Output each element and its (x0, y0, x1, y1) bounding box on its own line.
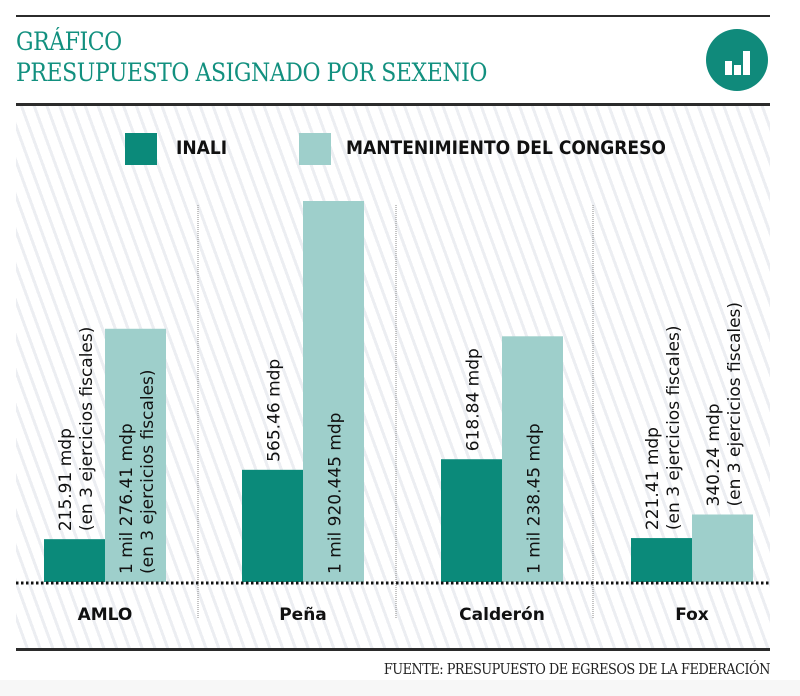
bar-chart-icon (706, 29, 768, 91)
category-label: Peña (279, 605, 327, 625)
chart-title: PRESUPUESTO ASIGNADO POR SEXENIO (16, 58, 488, 87)
legend-label-inali: INALI (176, 137, 228, 159)
data-label: 1 mil 238.45 mdp (525, 423, 545, 574)
legend-label-congreso: MANTENIMIENTO DEL CONGRESO (346, 137, 666, 159)
data-label: (en 3 ejercicios fiscales) (725, 302, 745, 507)
bar-congreso (105, 328, 166, 582)
data-label: 1 mil 276.41 mdp (117, 423, 137, 574)
source-note: FUENTE: PRESUPUESTO DE EGRESOS DE LA FED… (383, 660, 771, 678)
bar-congreso (303, 201, 364, 582)
category-label: AMLO (78, 605, 133, 625)
data-label: 1 mil 920.445 mdp (326, 413, 346, 574)
bar-congreso (692, 514, 753, 582)
bar-congreso (502, 336, 563, 582)
footer-rule (16, 648, 770, 651)
data-label: 565.46 mdp (265, 359, 285, 462)
legend: INALI MANTENIMIENTO DEL CONGRESO (0, 133, 800, 165)
category-label: Calderón (459, 605, 545, 625)
header-rule (16, 103, 770, 106)
category-label: Fox (675, 605, 709, 625)
bar-inali (631, 538, 692, 582)
data-label: (en 3 ejercicios fiscales) (664, 326, 684, 531)
top-rule (16, 15, 770, 17)
data-label: 221.41 mdp (643, 427, 663, 530)
legend-swatch-inali (125, 133, 157, 165)
data-label: 215.91 mdp (56, 428, 76, 531)
data-label: (en 3 ejercicios fiscales) (138, 369, 158, 574)
bar-inali (441, 459, 502, 582)
legend-swatch-congreso (299, 133, 331, 165)
data-label: 618.84 mdp (464, 348, 484, 451)
bar-inali (44, 539, 105, 582)
bar-inali (242, 469, 303, 582)
data-label: 340.24 mdp (704, 403, 724, 506)
chart-kicker: GRÁFICO (16, 27, 122, 56)
data-label: (en 3 ejercicios fiscales) (77, 327, 97, 532)
bottom-band (0, 680, 800, 696)
chart-heading: GRÁFICO PRESUPUESTO ASIGNADO POR SEXENIO (16, 26, 487, 88)
